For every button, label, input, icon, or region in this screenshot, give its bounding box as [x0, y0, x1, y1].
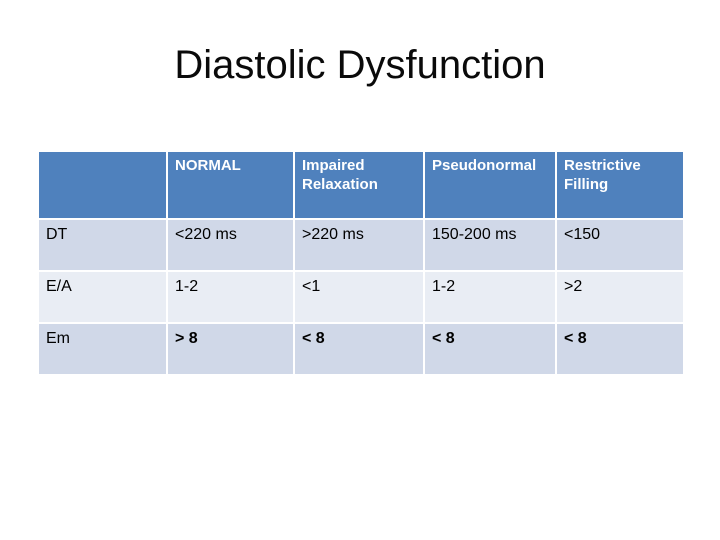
table-row-ea: E/A 1-2 <1 1-2 >2: [37, 270, 685, 324]
cell-dt-pseudonormal: 150-200 ms: [423, 218, 557, 272]
slide-title: Diastolic Dysfunction: [174, 43, 546, 87]
cell-dt-restrictive: <150: [555, 218, 685, 272]
header-cell-empty: [37, 150, 168, 220]
table-row-dt: DT <220 ms >220 ms 150-200 ms <150: [37, 218, 685, 272]
table-header-row: NORMAL Impaired Relaxation Pseudonormal …: [37, 150, 685, 220]
cell-em-pseudonormal: < 8: [423, 322, 557, 376]
cell-dt-impaired: >220 ms: [293, 218, 425, 272]
cell-ea-restrictive: >2: [555, 270, 685, 324]
row-label-dt: DT: [37, 218, 168, 272]
cell-ea-pseudonormal: 1-2: [423, 270, 557, 324]
cell-em-impaired: < 8: [293, 322, 425, 376]
cell-dt-normal: <220 ms: [166, 218, 295, 272]
cell-ea-impaired: <1: [293, 270, 425, 324]
header-cell-normal: NORMAL: [166, 150, 295, 220]
cell-em-normal: > 8: [166, 322, 295, 376]
diastolic-dysfunction-table: NORMAL Impaired Relaxation Pseudonormal …: [37, 150, 685, 376]
cell-em-restrictive: < 8: [555, 322, 685, 376]
table-row-em: Em > 8 < 8 < 8 < 8: [37, 322, 685, 376]
header-cell-restrictive-filling: Restrictive Filling: [555, 150, 685, 220]
cell-ea-normal: 1-2: [166, 270, 295, 324]
header-cell-pseudonormal: Pseudonormal: [423, 150, 557, 220]
row-label-em: Em: [37, 322, 168, 376]
row-label-ea: E/A: [37, 270, 168, 324]
header-cell-impaired-relaxation: Impaired Relaxation: [293, 150, 425, 220]
